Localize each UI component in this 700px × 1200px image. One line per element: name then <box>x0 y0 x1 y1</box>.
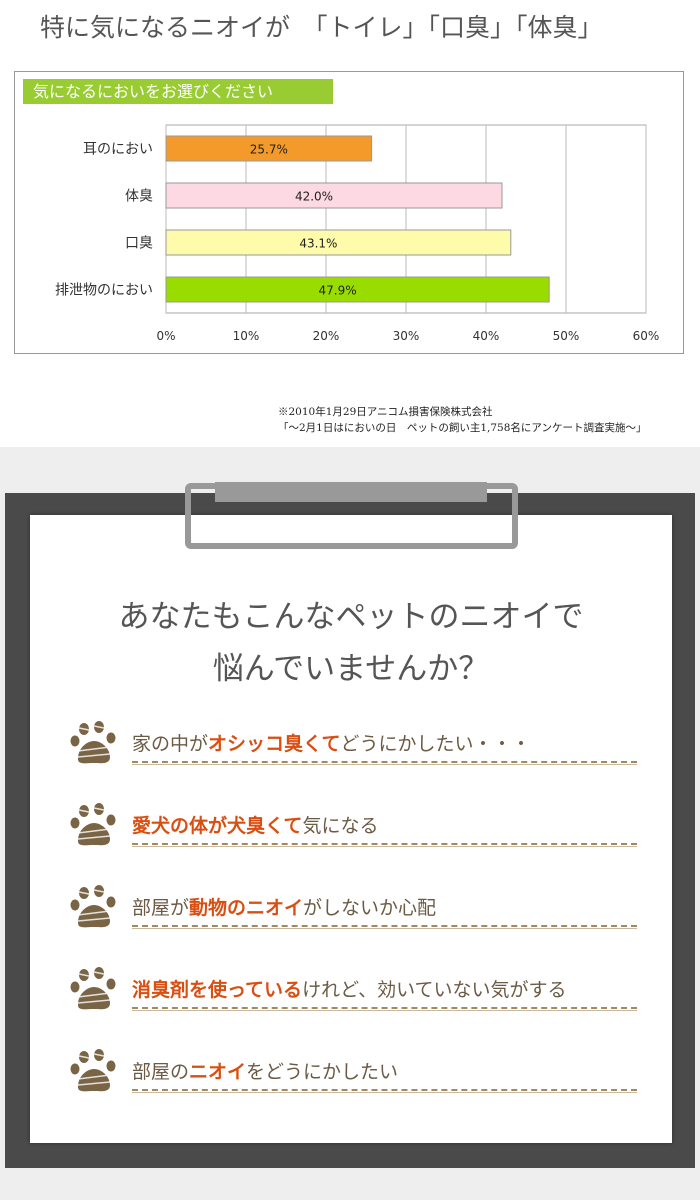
x-tick-label: 0% <box>156 329 175 343</box>
dashed-divider <box>132 925 637 929</box>
highlight-text: 愛犬の体が犬臭くて <box>132 815 303 837</box>
plain-text: 家の中が <box>132 733 209 755</box>
concern-text: 愛犬の体が犬臭くて気になる <box>132 811 378 838</box>
dashed-divider <box>132 761 637 765</box>
highlight-text: オシッコ臭くて <box>208 733 341 755</box>
paw-print-icon <box>70 1049 122 1099</box>
bar <box>165 182 503 209</box>
category-label: 口臭 <box>125 236 153 252</box>
bar <box>165 229 512 256</box>
data-label: 25.7% <box>250 143 288 157</box>
bar <box>165 276 550 303</box>
category-label: 体臭 <box>125 189 153 205</box>
paw-print-icon <box>70 803 122 853</box>
source-note: ※2010年1月29日アニコム損害保険株式会社 「～2月1日はにおいの日 ペット… <box>278 404 647 436</box>
source-line: ※2010年1月29日アニコム損害保険株式会社 <box>278 406 493 418</box>
dashed-divider <box>132 1089 637 1093</box>
plain-text: けれど、効いていない気がする <box>302 979 567 1001</box>
plain-text: がしないか心配 <box>303 897 437 919</box>
question-line: 悩んでいませんか？ <box>212 651 490 687</box>
x-tick-label: 30% <box>393 329 420 343</box>
x-tick-label: 60% <box>633 329 660 343</box>
plain-text: 気になる <box>302 815 379 837</box>
paw-print-icon <box>70 721 122 771</box>
clipboard-section: あなたもこんなペットのニオイで 悩んでいませんか？ 家の中がオシッコ臭くてどうに… <box>0 447 700 1200</box>
bar <box>165 135 373 162</box>
concern-item: 部屋が動物のニオイがしないか心配 <box>70 879 640 939</box>
question-heading: あなたもこんなペットのニオイで 悩んでいませんか？ <box>30 591 672 695</box>
concern-item: 家の中がオシッコ臭くてどうにかしたい・・・ <box>70 715 640 775</box>
concern-item: 消臭剤を使っているけれど、効いていない気がする <box>70 961 640 1021</box>
concern-text: 家の中がオシッコ臭くてどうにかしたい・・・ <box>132 729 530 756</box>
x-tick-label: 40% <box>473 329 500 343</box>
category-label: 耳のにおい <box>83 142 153 158</box>
paw-print-icon <box>70 885 122 935</box>
question-line: あなたもこんなペットのニオイで <box>118 599 584 635</box>
paw-print-icon <box>70 967 122 1017</box>
dashed-divider <box>132 1007 637 1011</box>
plain-text: 部屋が <box>132 897 190 919</box>
dashed-divider <box>132 843 637 847</box>
source-line: 「～2月1日はにおいの日 ペットの飼い主1,758名にアンケート調査実施～」 <box>278 422 647 434</box>
concern-item: 愛犬の体が犬臭くて気になる <box>70 797 640 857</box>
category-label: 排泄物のにおい <box>55 283 153 299</box>
plain-text: 部屋の <box>132 1061 190 1083</box>
headline: 特に気になるニオイが 「トイレ」「口臭」「体臭」 <box>40 13 603 42</box>
concern-text: 部屋が動物のニオイがしないか心配 <box>132 893 436 920</box>
highlight-text: ニオイ <box>189 1061 247 1083</box>
survey-chart: 気になるにおいをお選びください 0% 10% 20% 30% 40% 50% 60% 耳のにお… <box>14 71 684 354</box>
chart-title: 気になるにおいをお選びください <box>23 79 333 104</box>
data-label: 47.9% <box>319 284 357 298</box>
highlight-text: 消臭剤を使っている <box>132 979 303 1001</box>
concern-text: 部屋のニオイをどうにかしたい <box>132 1057 398 1084</box>
bar-chart: 0% 10% 20% 30% 40% 50% 60% 耳のにおい 25.7% 体臭 42.0% 口臭 4… <box>55 124 660 343</box>
clipboard-paper: あなたもこんなペットのニオイで 悩んでいませんか？ 家の中がオシッコ臭くてどうに… <box>30 515 672 1143</box>
data-label: 43.1% <box>299 237 337 251</box>
x-tick-label: 50% <box>553 329 580 343</box>
data-label: 42.0% <box>295 190 333 204</box>
plain-text: をどうにかしたい <box>246 1061 399 1083</box>
x-tick-label: 20% <box>313 329 340 343</box>
clipboard-clip-top <box>215 482 487 502</box>
concern-text: 消臭剤を使っているけれど、効いていない気がする <box>132 975 567 1002</box>
concern-item: 部屋のニオイをどうにかしたい <box>70 1043 640 1103</box>
highlight-text: 動物のニオイ <box>189 897 304 919</box>
plain-text: どうにかしたい・・・ <box>340 733 531 755</box>
x-tick-label: 10% <box>233 329 260 343</box>
clipboard-board: あなたもこんなペットのニオイで 悩んでいませんか？ 家の中がオシッコ臭くてどうに… <box>5 493 695 1168</box>
